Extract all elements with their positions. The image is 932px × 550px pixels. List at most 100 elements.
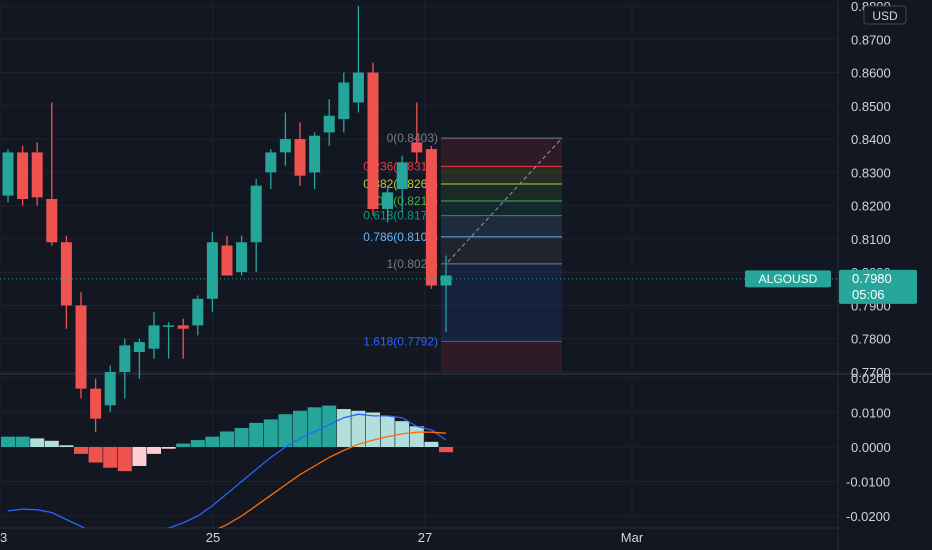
macd-histogram-bar (234, 428, 249, 447)
macd-histogram-bar (147, 447, 161, 454)
macd-histogram-bar (59, 445, 74, 447)
candle[interactable] (338, 72, 350, 133)
macd-pane[interactable] (1, 405, 453, 547)
last-price-label: 0.7980 05:06 (839, 269, 917, 304)
price-tick-label: 0.8300 (851, 165, 891, 180)
candle-body (119, 345, 131, 372)
candle[interactable] (323, 99, 335, 146)
fib-band (441, 184, 562, 201)
macd-histogram-bar (176, 443, 191, 447)
candle[interactable] (177, 318, 189, 359)
fib-level-label: 1(0.8025) (387, 257, 438, 271)
macd-tick-label: 0.0200 (851, 371, 891, 386)
candle[interactable] (425, 145, 437, 289)
candle[interactable] (75, 292, 87, 399)
macd-histogram-bar (161, 447, 176, 449)
macd-histogram-bar (439, 447, 453, 453)
candle-body (250, 185, 262, 243)
price-tick-label: 0.8600 (851, 66, 891, 81)
candle[interactable] (352, 6, 364, 113)
candle[interactable] (163, 322, 175, 359)
time-tick-label: 27 (418, 530, 432, 545)
candle[interactable] (31, 142, 43, 206)
symbol-label[interactable]: ALGOUSD (745, 270, 831, 288)
candle-body (75, 305, 87, 389)
candle[interactable] (192, 295, 204, 336)
candle[interactable] (279, 112, 291, 166)
candle[interactable] (148, 312, 160, 359)
candle-body (382, 192, 394, 209)
candle-body (133, 342, 145, 353)
candle[interactable] (46, 102, 58, 246)
macd-histogram-bar (15, 436, 30, 447)
candle-body (309, 135, 321, 173)
candle-body (323, 115, 335, 133)
candle[interactable] (221, 235, 233, 276)
time-tick-label: Mar (621, 530, 644, 545)
macd-histogram-bar (424, 441, 439, 447)
time-axis[interactable]: 23 25 27 Mar (0, 530, 644, 545)
macd-histogram-bar (351, 410, 366, 447)
candle[interactable] (265, 149, 277, 189)
candle[interactable] (367, 62, 379, 216)
candle[interactable] (236, 235, 248, 276)
candle[interactable] (294, 122, 306, 186)
price-axis[interactable]: 0.77000.78000.79000.80000.81000.82000.83… (846, 0, 891, 524)
fib-band (441, 341, 562, 372)
candle[interactable] (250, 179, 262, 273)
candle[interactable] (133, 338, 145, 379)
candle-body (367, 72, 379, 209)
price-tick-label: 0.8200 (851, 199, 891, 214)
candle-body (338, 82, 350, 120)
candle[interactable] (411, 102, 423, 163)
macd-histogram-bar (336, 409, 351, 447)
time-tick-label: 23 (0, 530, 7, 545)
fib-band (441, 236, 562, 264)
price-tick-label: 0.8100 (851, 232, 891, 247)
candle[interactable] (440, 255, 452, 333)
candle[interactable] (382, 185, 394, 223)
candle-body (279, 139, 291, 153)
macd-histogram-bar (380, 415, 395, 447)
candle[interactable] (119, 338, 131, 399)
fib-level-label: 1.618(0.7792) (363, 334, 438, 348)
candle[interactable] (206, 232, 218, 313)
macd-line (7, 413, 447, 528)
candle[interactable] (2, 149, 14, 203)
candle-body (236, 242, 248, 273)
candle[interactable] (104, 365, 116, 412)
macd-histogram-bar (293, 410, 307, 447)
candle[interactable] (396, 155, 408, 213)
macd-tick-label: -0.0100 (846, 475, 890, 490)
macd-histogram-bar (220, 431, 234, 447)
candle-body (206, 242, 218, 299)
last-price-text: 0.7980 (852, 271, 892, 286)
macd-tick-label: 0.0100 (851, 406, 891, 421)
fib-level-label: 0.618(0.8170) (363, 209, 438, 223)
macd-histogram-bar (132, 447, 147, 466)
currency-button[interactable]: USD (863, 5, 907, 25)
candle[interactable] (17, 145, 29, 206)
price-tick-label: 0.8400 (851, 132, 891, 147)
macd-histogram-bar (322, 405, 337, 447)
fibonacci-retracement[interactable]: 0(0.8403)0.236(0.8318)0.382(0.8265)0.5(0… (363, 131, 563, 372)
macd-histogram-bar (263, 419, 278, 447)
macd-tick-label: 0.0000 (851, 440, 891, 455)
candle-body (294, 139, 306, 176)
symbol-text: ALGOUSD (759, 272, 818, 286)
candle[interactable] (309, 132, 321, 189)
candle-body (163, 325, 175, 327)
candle-body (265, 152, 277, 173)
macd-histogram-bar (409, 426, 424, 447)
macd-histogram-bar (103, 447, 118, 468)
price-tick-label: 0.8700 (851, 32, 891, 47)
candlestick-series[interactable] (2, 6, 452, 432)
candle-body (46, 198, 58, 243)
candle[interactable] (90, 378, 102, 432)
macd-histogram-bar (205, 436, 220, 447)
fib-level-label: 0(0.8403) (387, 131, 438, 145)
candle[interactable] (60, 235, 72, 329)
candle-body (148, 325, 160, 349)
